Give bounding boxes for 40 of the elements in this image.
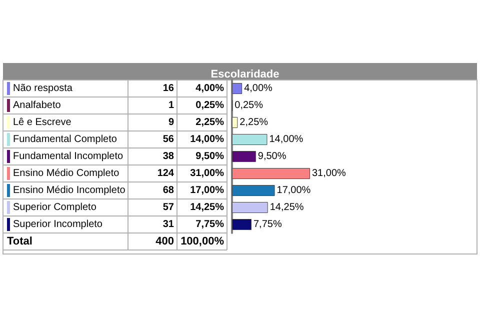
text: 9,50%: [258, 151, 286, 162]
text: 31: [162, 219, 174, 230]
data-label: 7,75%: [196, 219, 224, 230]
y-tick-label: Analfabeto: [13, 100, 62, 111]
data-label: 4,00%: [196, 83, 224, 94]
text: 124: [157, 168, 174, 179]
text: 31,00%: [312, 168, 346, 179]
data-label: 9,50%: [196, 151, 224, 162]
y-tick-label: Lê e Escreve: [13, 117, 72, 128]
data-label: 0,25%: [196, 100, 224, 111]
text: 2,25%: [240, 117, 268, 128]
text: 4,00%: [244, 83, 272, 94]
chart-title: Escolaridade: [210, 68, 280, 80]
text: 9: [168, 117, 174, 128]
y-tick-label: Fundamental Incompleto: [13, 151, 124, 162]
text: 17,00%: [276, 185, 311, 196]
y-tick-label: Não resposta: [13, 83, 73, 94]
text: 16: [162, 83, 174, 94]
y-tick-label: Ensino Médio Incompleto: [13, 185, 126, 196]
data-label: 14,00%: [190, 134, 224, 145]
text: 7,75%: [254, 219, 282, 230]
y-tick-label: Superior Completo: [13, 202, 97, 213]
text: 14,00%: [269, 134, 304, 145]
text: 68: [162, 185, 174, 196]
y-tick-label: Fundamental Completo: [13, 134, 118, 145]
text: 57: [162, 202, 174, 213]
text: 0,25%: [234, 100, 263, 111]
data-label: 14,25%: [190, 202, 224, 213]
text: 1: [168, 100, 174, 111]
text: 56: [162, 134, 174, 145]
y-tick-label: Ensino Médio Completo: [13, 168, 120, 179]
text: 38: [162, 151, 174, 162]
text: 100,00%: [180, 236, 224, 248]
text: Total: [7, 236, 32, 248]
y-tick-label: Superior Incompleto: [13, 219, 103, 230]
data-label: 17,00%: [190, 185, 224, 196]
text: 400: [156, 236, 174, 248]
text: 14,25%: [270, 202, 304, 213]
data-label: 31,00%: [190, 168, 224, 179]
data-label: 2,25%: [196, 117, 224, 128]
